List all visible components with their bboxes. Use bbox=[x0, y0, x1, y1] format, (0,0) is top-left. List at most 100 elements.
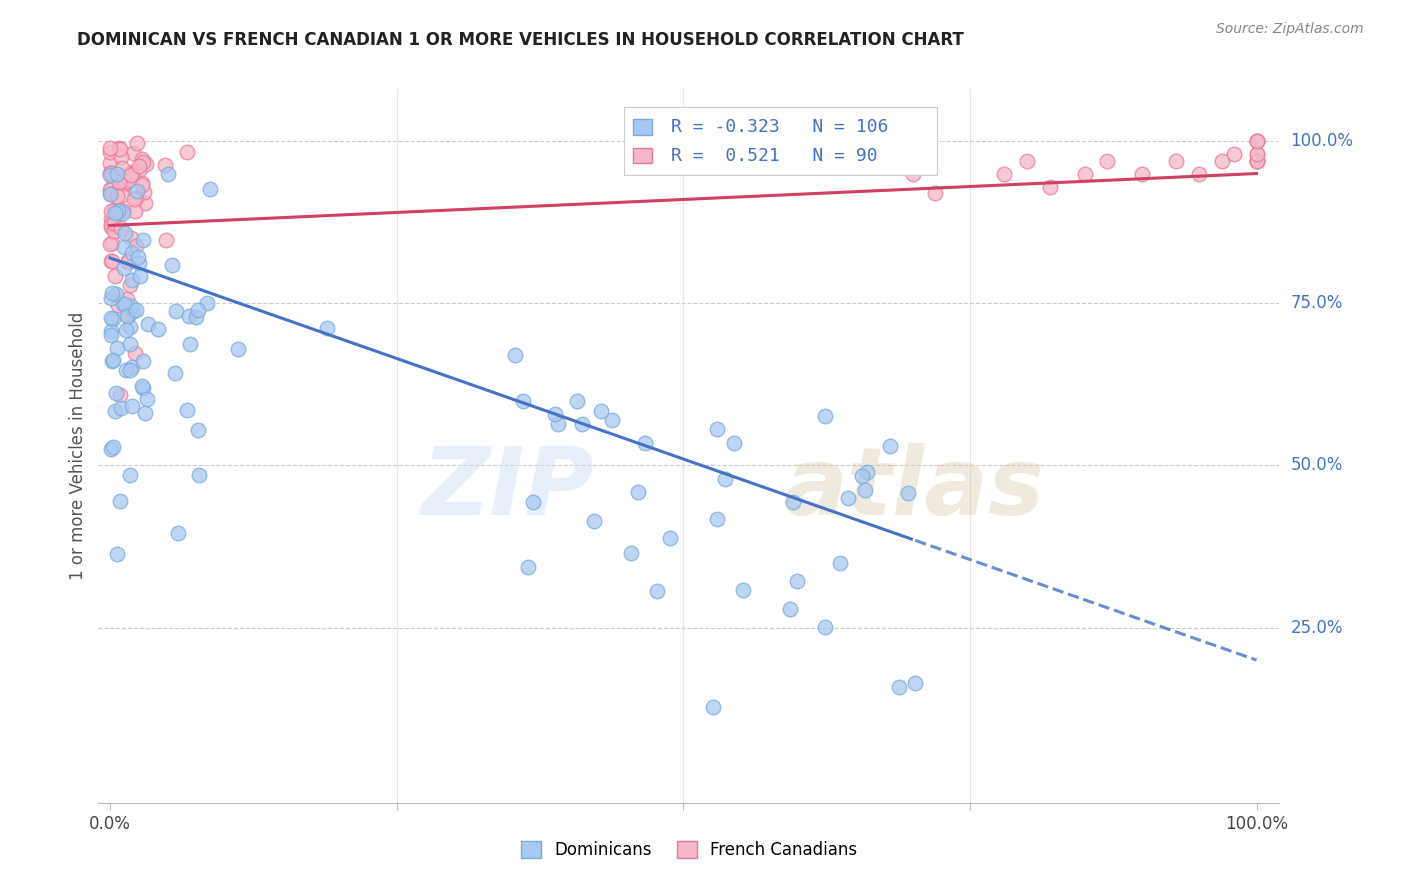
Point bbox=[522, 495, 544, 509]
Point bbox=[108, 387, 131, 401]
Point bbox=[706, 422, 728, 436]
Point bbox=[98, 168, 121, 182]
Point bbox=[1188, 167, 1211, 181]
Point bbox=[110, 142, 132, 156]
Point bbox=[124, 302, 146, 317]
Point bbox=[782, 495, 804, 509]
Point bbox=[179, 337, 201, 351]
Point bbox=[100, 327, 122, 342]
Point bbox=[115, 309, 138, 323]
Point bbox=[157, 167, 180, 181]
Point bbox=[124, 346, 146, 360]
Point bbox=[100, 220, 122, 235]
Point bbox=[101, 285, 124, 300]
Point bbox=[122, 192, 145, 206]
Point bbox=[110, 221, 132, 235]
Point bbox=[103, 224, 125, 238]
Point bbox=[122, 304, 145, 318]
Point bbox=[129, 268, 152, 283]
Point bbox=[111, 296, 134, 310]
Point bbox=[146, 322, 169, 336]
Point bbox=[837, 491, 859, 505]
Point bbox=[714, 473, 737, 487]
Point bbox=[830, 556, 852, 570]
Point bbox=[186, 303, 208, 318]
Point bbox=[98, 155, 121, 169]
Point bbox=[98, 186, 121, 201]
Point bbox=[179, 309, 201, 323]
Point bbox=[1222, 147, 1244, 161]
Point bbox=[127, 184, 149, 198]
Point bbox=[136, 318, 159, 332]
Point bbox=[645, 584, 668, 599]
Point bbox=[110, 150, 132, 164]
Point bbox=[98, 141, 121, 155]
Point bbox=[904, 676, 927, 690]
Point bbox=[112, 203, 135, 218]
Point bbox=[121, 167, 143, 181]
Point bbox=[111, 206, 134, 220]
Point bbox=[544, 407, 567, 421]
Point bbox=[100, 181, 122, 195]
Point bbox=[120, 167, 142, 181]
Point bbox=[128, 161, 150, 176]
Point bbox=[134, 406, 156, 420]
Point bbox=[195, 296, 218, 310]
Point bbox=[115, 175, 138, 189]
Point bbox=[853, 483, 876, 497]
Text: R =  0.521   N = 90: R = 0.521 N = 90 bbox=[671, 146, 877, 164]
Point bbox=[105, 386, 128, 401]
Point bbox=[1246, 153, 1268, 168]
Point bbox=[634, 435, 657, 450]
Point bbox=[124, 239, 146, 253]
Point bbox=[315, 321, 337, 335]
FancyBboxPatch shape bbox=[624, 107, 936, 175]
Point bbox=[1130, 167, 1153, 181]
Point bbox=[112, 240, 135, 254]
Point bbox=[110, 188, 132, 202]
Point bbox=[198, 182, 221, 196]
Point bbox=[107, 298, 129, 312]
Point bbox=[107, 141, 129, 155]
Point bbox=[132, 154, 155, 169]
Point bbox=[104, 205, 127, 219]
Point bbox=[108, 175, 131, 189]
Point bbox=[1246, 147, 1268, 161]
Y-axis label: 1 or more Vehicles in Household: 1 or more Vehicles in Household bbox=[69, 312, 87, 580]
Point bbox=[120, 230, 142, 244]
Point bbox=[1211, 153, 1233, 168]
Point bbox=[103, 216, 125, 230]
Point bbox=[121, 164, 143, 178]
Point bbox=[117, 254, 139, 268]
Text: atlas: atlas bbox=[783, 442, 1045, 535]
Point bbox=[1073, 167, 1095, 181]
Point bbox=[100, 310, 122, 325]
Point bbox=[127, 251, 149, 265]
Point bbox=[731, 582, 754, 597]
Point bbox=[111, 169, 134, 183]
Point bbox=[121, 359, 143, 374]
Point bbox=[101, 235, 124, 250]
Point bbox=[105, 341, 128, 355]
Point bbox=[659, 531, 682, 545]
Point bbox=[114, 178, 136, 192]
Text: Source: ZipAtlas.com: Source: ZipAtlas.com bbox=[1216, 22, 1364, 37]
Point bbox=[1246, 147, 1268, 161]
Point bbox=[571, 417, 593, 431]
Point bbox=[131, 379, 153, 393]
Point bbox=[165, 367, 187, 381]
Point bbox=[565, 394, 588, 409]
Point bbox=[100, 211, 122, 226]
Point bbox=[118, 362, 141, 376]
Point bbox=[100, 166, 122, 180]
Point bbox=[132, 234, 155, 248]
Point bbox=[100, 204, 122, 219]
Point bbox=[184, 310, 207, 325]
Point bbox=[1039, 179, 1062, 194]
Point bbox=[779, 602, 801, 616]
Point bbox=[723, 436, 745, 450]
Point bbox=[121, 146, 143, 161]
Point bbox=[583, 514, 606, 528]
Point bbox=[814, 620, 837, 634]
Point bbox=[118, 319, 141, 334]
